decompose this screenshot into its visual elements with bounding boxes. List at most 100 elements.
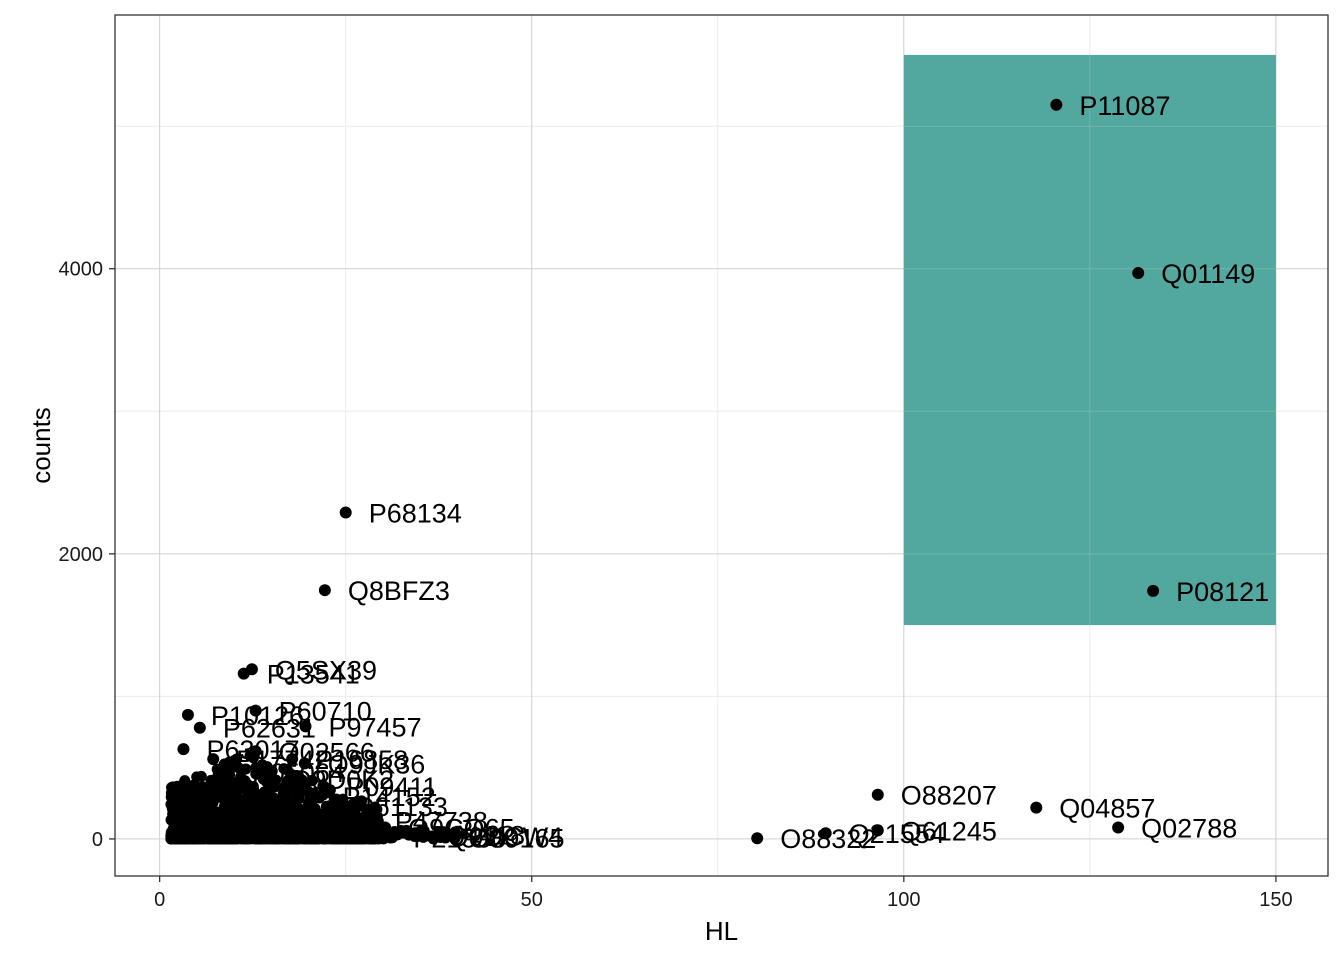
labeled-data-point [249, 745, 262, 758]
data-point [254, 794, 266, 806]
data-point [267, 820, 279, 832]
highlight-region-layer [903, 54, 1276, 626]
data-point [184, 808, 196, 820]
data-point [179, 775, 191, 787]
point-label: Q9CQ65 [408, 814, 515, 844]
point-labels: P11087 Q01149 P08121 P68134 Q8BFZ3 Q5SX39P135… [206, 91, 1269, 854]
data-point [258, 786, 270, 798]
data-point [282, 774, 294, 786]
data-point [234, 831, 246, 843]
point-label: Q21554 [849, 819, 945, 849]
labeled-data-point [1147, 584, 1160, 597]
data-point [344, 833, 356, 845]
data-point [369, 801, 381, 813]
data-point [201, 812, 213, 824]
data-point [292, 833, 304, 845]
labeled-data-point [871, 788, 884, 801]
labeled-data-point [261, 773, 274, 786]
labeled-data-point [298, 757, 311, 770]
data-point [173, 810, 185, 822]
data-point [320, 824, 332, 836]
data-point [356, 795, 368, 807]
labeled-data-point [237, 667, 250, 680]
point-label: P13541 [267, 660, 360, 690]
data-point [306, 774, 318, 786]
labeled-data-point [871, 824, 884, 837]
point-label: P04418 [432, 821, 525, 851]
data-point [316, 833, 328, 845]
point-label: P11087 [1079, 91, 1170, 121]
data-point [354, 830, 366, 842]
data-point [176, 821, 188, 833]
data-point [261, 761, 273, 773]
data-point [251, 803, 263, 815]
data-point [449, 826, 461, 838]
point-label: P62631 [223, 714, 316, 744]
labeled-data-point [384, 831, 397, 844]
labeled-data-point [418, 830, 431, 843]
x-tick-label: 0 [154, 889, 165, 911]
data-point [167, 799, 179, 811]
data-point [274, 806, 286, 818]
data-points [165, 98, 1160, 845]
x-tick-label: 50 [521, 889, 543, 911]
data-point [195, 770, 207, 782]
point-label: Q61245 [901, 816, 997, 846]
point-label: P97457 [329, 712, 422, 742]
labeled-data-point [1050, 98, 1063, 111]
data-point [282, 832, 294, 844]
x-axis-title: HL [705, 916, 738, 946]
data-point [166, 829, 178, 841]
data-point [367, 825, 379, 837]
labeled-data-point [324, 800, 337, 813]
data-point [282, 801, 294, 813]
point-label: Q9DCW4 [448, 822, 564, 852]
data-point [188, 779, 200, 791]
y-axis-title: counts [26, 407, 56, 484]
x-tick-label: 100 [887, 889, 920, 911]
point-label: O88322 [780, 824, 876, 854]
data-point [301, 785, 313, 797]
point-label: P63017 [206, 735, 299, 765]
data-point [180, 833, 192, 845]
point-label: P60710 [279, 697, 372, 727]
labeled-data-point [181, 708, 194, 721]
data-point [278, 763, 290, 775]
y-tick-label: 2000 [59, 544, 104, 566]
labeled-data-point [249, 704, 262, 717]
labeled-data-point [1112, 821, 1125, 834]
y-tick-label: 4000 [59, 259, 104, 281]
labeled-data-point [1132, 267, 1145, 280]
data-point [337, 793, 349, 805]
point-label: Q04857 [1059, 794, 1155, 824]
data-point [264, 833, 276, 845]
data-point [249, 830, 261, 842]
labeled-data-point [819, 827, 832, 840]
data-point [202, 791, 214, 803]
point-label: Q61133 [354, 792, 448, 822]
labeled-data-point [379, 821, 392, 834]
point-label: P08121 [1176, 577, 1269, 607]
labeled-data-point [439, 831, 452, 844]
data-point [240, 763, 252, 775]
data-point [263, 794, 275, 806]
data-point [207, 833, 219, 845]
data-point [248, 783, 260, 795]
point-label: P09411 [346, 772, 437, 802]
y-tick-label: 0 [92, 829, 103, 851]
data-point [176, 791, 188, 803]
labeled-data-point [317, 780, 330, 793]
labeled-data-point [318, 584, 331, 597]
labeled-data-point [313, 790, 326, 803]
data-point [307, 833, 319, 845]
data-point [317, 810, 329, 822]
axes: 0 50 100 150 0 2000 4000 [59, 259, 1293, 911]
data-point [165, 787, 177, 799]
data-point [192, 815, 204, 827]
point-label: Q5SX39 [275, 655, 377, 685]
data-point [217, 833, 229, 845]
data-point [212, 775, 224, 787]
labeled-data-point [222, 765, 235, 778]
data-point [343, 808, 355, 820]
